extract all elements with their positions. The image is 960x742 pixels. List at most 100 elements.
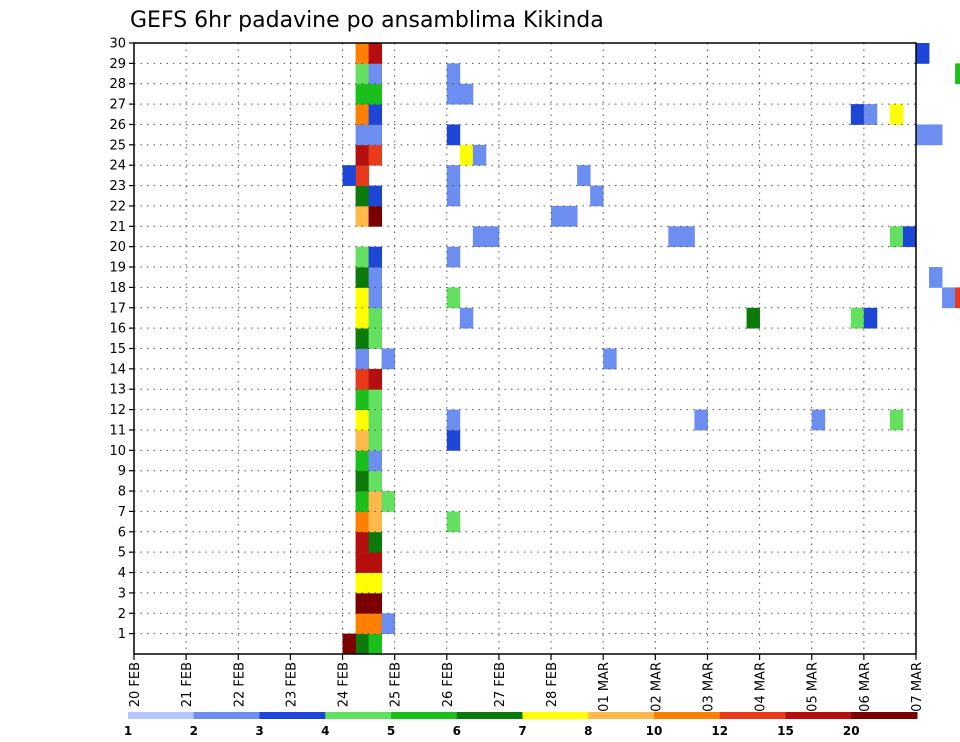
- heatmap-cell: [889, 409, 904, 431]
- heatmap-cell: [355, 287, 369, 309]
- heatmap-cell: [368, 43, 383, 64]
- y-tick-label: 19: [109, 261, 126, 276]
- heatmap-cell: [355, 348, 369, 370]
- heatmap-cell: [446, 287, 461, 309]
- y-tick-label: 21: [109, 220, 126, 235]
- y-tick-label: 14: [109, 362, 126, 377]
- colorbar-label: 4: [321, 724, 329, 738]
- heatmap-cell: [446, 246, 461, 268]
- heatmap-cell: [368, 409, 383, 431]
- y-tick-label: 9: [118, 464, 126, 479]
- heatmap-cell: [929, 124, 943, 146]
- heatmap-cell: [355, 165, 369, 186]
- x-tick-label: 02 MAR: [649, 662, 664, 712]
- heatmap-cell: [355, 511, 369, 533]
- y-tick-label: 29: [109, 57, 126, 72]
- colorbar-swatch: [719, 712, 786, 719]
- heatmap-cell: [368, 491, 383, 512]
- heatmap-cell: [368, 267, 383, 288]
- colorbar-label: 2: [190, 724, 198, 738]
- heatmap-cell: [368, 429, 383, 451]
- heatmap-cell: [863, 307, 878, 329]
- heatmap-cell: [459, 83, 474, 105]
- heatmap-cell: [902, 226, 917, 248]
- colorbar-swatch: [654, 712, 721, 719]
- heatmap-cell: [446, 124, 461, 146]
- heatmap-cell: [368, 104, 383, 125]
- grid-lines: [134, 43, 916, 654]
- x-tick-label: 06 MAR: [858, 662, 873, 712]
- colorbar-label: 8: [584, 724, 592, 738]
- heatmap-cell: [355, 470, 369, 492]
- heatmap-cell: [355, 389, 369, 410]
- heatmap-cell: [955, 287, 960, 309]
- heatmap-cell: [446, 429, 461, 451]
- heatmap-cell: [368, 470, 383, 492]
- heatmap-cell: [459, 144, 474, 166]
- heatmap-cell: [446, 511, 461, 533]
- y-tick-label: 7: [118, 505, 126, 520]
- heatmap-cell: [355, 144, 369, 166]
- x-tick-label: 05 MAR: [806, 662, 821, 712]
- y-tick-label: 25: [109, 138, 126, 153]
- x-tick-label: 28 FEB: [545, 662, 560, 707]
- colorbar-swatch: [785, 712, 852, 719]
- heatmap-cell: [472, 226, 487, 248]
- heatmap-cell: [355, 307, 369, 329]
- y-tick-label: 16: [109, 322, 126, 337]
- y-tick-label: 2: [118, 607, 126, 622]
- y-tick-label: 17: [109, 301, 126, 316]
- heatmap-cell: [603, 348, 617, 370]
- heatmap-cell: [355, 531, 369, 553]
- heatmap-cell: [459, 307, 474, 329]
- y-tick-label: 15: [109, 342, 126, 357]
- heatmap-cell: [811, 409, 826, 431]
- heatmap-cell: [368, 613, 383, 635]
- heatmap-cell: [368, 307, 383, 329]
- heatmap-cell: [368, 592, 383, 614]
- y-tick-label: 30: [109, 37, 126, 52]
- x-tick-label: 03 MAR: [701, 662, 716, 712]
- y-tick-label: 24: [109, 159, 126, 174]
- colorbar-swatch: [193, 712, 260, 719]
- heatmap-cell: [551, 205, 565, 227]
- heatmap-cell: [355, 633, 369, 655]
- y-tick-label: 8: [118, 485, 126, 500]
- heatmap-cell: [368, 389, 383, 410]
- heatmap-cell: [355, 205, 369, 227]
- colorbar-swatch: [128, 712, 195, 719]
- y-tick-label: 4: [118, 566, 126, 581]
- colorbar-label: 12: [711, 724, 728, 738]
- heatmap-cell: [355, 572, 369, 594]
- heatmap-cell: [381, 613, 396, 635]
- heatmap-cell: [342, 633, 356, 655]
- heatmap-cell: [368, 205, 383, 227]
- colorbar-swatch: [522, 712, 589, 719]
- y-tick-label: 13: [109, 383, 126, 398]
- x-tick-label: 25 FEB: [389, 662, 404, 707]
- heatmap-cells: [342, 43, 960, 655]
- heatmap-cell: [355, 83, 369, 105]
- heatmap-cell: [355, 409, 369, 431]
- heatmap-cell: [942, 287, 956, 309]
- colorbar-label: 6: [453, 724, 461, 738]
- heatmap-cell: [889, 226, 904, 248]
- x-tick-label: 27 FEB: [493, 662, 508, 707]
- colorbar-swatch: [259, 712, 326, 719]
- heatmap-cell: [368, 572, 383, 594]
- heatmap-cell: [368, 368, 383, 390]
- heatmap-cell: [850, 307, 865, 329]
- y-tick-label: 11: [109, 423, 126, 438]
- heatmap-cell: [694, 409, 708, 431]
- heatmap-cell: [355, 246, 369, 268]
- y-tick-label: 26: [109, 118, 126, 133]
- heatmap-cell: [368, 633, 383, 655]
- heatmap-cell: [590, 185, 604, 207]
- heatmap-cell: [368, 531, 383, 553]
- heatmap-cell: [889, 104, 904, 125]
- colorbar-label: 1: [124, 724, 132, 738]
- heatmap-cell: [916, 43, 930, 64]
- heatmap-cell: [446, 63, 461, 85]
- heatmap-cell: [368, 450, 383, 472]
- colorbar-swatch: [588, 712, 655, 719]
